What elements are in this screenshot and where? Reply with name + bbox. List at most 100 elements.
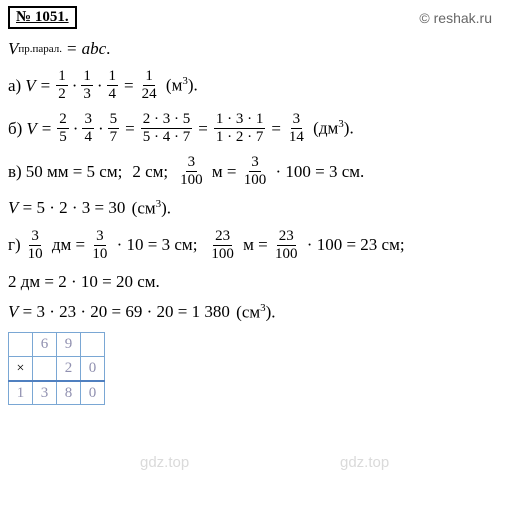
num: 1 · 3 · 1 [214,112,266,129]
frac-a1: 12 [56,69,68,102]
d-line2: 2 дм = 2 · 10 = 20 см. [8,272,160,292]
m-d: м = [239,235,272,255]
unit-text: см [137,199,155,218]
label-a: a) [8,76,21,96]
den: 24 [140,86,159,102]
num: 3 [82,112,94,129]
eq-d: = 3 · 23 · 20 = 69 · 20 = 1 380 [18,302,234,322]
num: 5 [108,112,120,129]
frac-a3: 14 [107,69,119,102]
V-c: V [8,198,18,218]
problem-number: № 1051. [8,6,77,29]
part-c-result: V = 5 · 2 · 3 = 30 (см3). [8,198,504,219]
seg-c1: 50 мм = 5 см; [26,162,123,182]
eq-b4: = [271,119,281,139]
V-symbol: V [8,39,18,59]
cell [9,333,33,357]
part-c-line1: в) 50 мм = 5 см; 2 см; 3100 м = 3100 · 1… [8,155,504,188]
unit-d: (см3). [236,302,275,323]
dm-text: дм = [52,235,85,254]
t100: · 100 = 23 см; [307,235,405,254]
eq-b1: = [42,119,52,139]
den: 3 [81,86,93,102]
cell: 1 [9,381,33,405]
cell [33,357,57,381]
label-b: б) [8,119,22,139]
V-b: V [26,119,36,139]
num: 2 [57,112,69,129]
cell [81,333,105,357]
den: 100 [273,246,300,262]
m-text: м = [212,162,237,181]
mult-op: × [9,357,33,381]
unit-text: см [242,302,260,321]
frac-d1: 310 [26,229,45,262]
den: 4 [82,129,94,145]
t10: · 10 = 3 см; [117,235,198,254]
unit-b: (дм3). [309,118,354,139]
V-d: V [8,302,18,322]
seg-c2: 2 см; [132,162,168,182]
table-row: 6 9 [9,333,105,357]
eq-a2: = [124,76,134,96]
frac-a2: 13 [81,69,93,102]
cell: 3 [33,381,57,405]
equals: = [67,39,77,59]
unit-text: м [172,76,183,95]
V-subscript: пр.парал. [18,43,62,55]
num: 3 [249,155,261,172]
V-a: V [25,76,35,96]
num: 3 [94,229,106,246]
rhs: abc [82,39,107,59]
cell: 0 [81,357,105,381]
part-d-result: V = 3 · 23 · 20 = 69 · 20 = 1 380 (см3). [8,302,504,323]
den: 1 · 2 · 7 [214,129,266,145]
frac-c1: 3100 [178,155,205,188]
t100: · 100 = 3 см. [275,162,364,181]
num: 23 [277,229,296,246]
eq-b2: = [125,119,135,139]
den: 10 [90,246,109,262]
num: 2 · 3 · 5 [141,112,193,129]
m-c: м = [208,162,241,182]
label-d: г) [8,235,21,255]
watermark: gdz.top [140,454,189,471]
frac-d2b: 23100 [273,229,300,262]
dot-b2: · [98,119,104,139]
dot-b1: · [73,119,79,139]
dot-a2: · [97,76,103,96]
label-c: в) [8,162,22,182]
den: 10 [26,246,45,262]
num: 1 [56,69,68,86]
multiplication-table: 6 9 × 2 0 1 3 8 0 [8,332,105,405]
eq-c: = 5 · 2 · 3 = 30 [18,198,129,218]
den: 2 [56,86,68,102]
frac-d1b: 310 [90,229,109,262]
frac-b6: 314 [287,112,306,145]
frac-b2: 34 [82,112,94,145]
eq-a1: = [41,76,51,96]
part-d-line1: г) 310 дм = 310 · 10 = 3 см; 23100 м = 2… [8,229,504,262]
num: 3 [291,112,303,129]
m-text: м = [243,235,268,254]
part-b: б) V = 25 · 34 · 57 = 2 · 3 · 55 · 4 · 7… [8,112,504,145]
frac-b5: 1 · 3 · 11 · 2 · 7 [214,112,266,145]
den: 4 [107,86,119,102]
num: 1 [143,69,155,86]
num: 23 [213,229,232,246]
times100-d: · 100 = 23 см; [303,235,405,255]
dot-a1: · [72,76,78,96]
num: 1 [81,69,93,86]
watermark: gdz.top [340,454,389,471]
dm-d: дм = [48,235,90,255]
den: 5 [57,129,69,145]
part-a: a) V = 12 · 13 · 14 = 124 (м3). [8,69,504,102]
formula-line: Vпр.парал. = abc. [8,39,504,59]
num: 3 [186,155,198,172]
den: 7 [108,129,120,145]
cell: 2 [57,357,81,381]
cell: 6 [33,333,57,357]
den: 100 [209,246,236,262]
cell: 8 [57,381,81,405]
part-d-line2: 2 дм = 2 · 10 = 20 см. [8,272,504,292]
